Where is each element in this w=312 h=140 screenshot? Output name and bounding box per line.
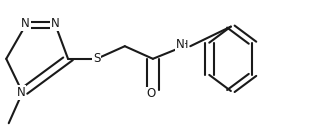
Text: N: N <box>17 86 25 99</box>
Text: H: H <box>180 40 188 50</box>
Text: O: O <box>147 87 156 100</box>
Text: N: N <box>176 38 185 51</box>
Text: S: S <box>93 52 100 65</box>
Text: N: N <box>51 17 60 30</box>
Text: N: N <box>21 17 30 30</box>
